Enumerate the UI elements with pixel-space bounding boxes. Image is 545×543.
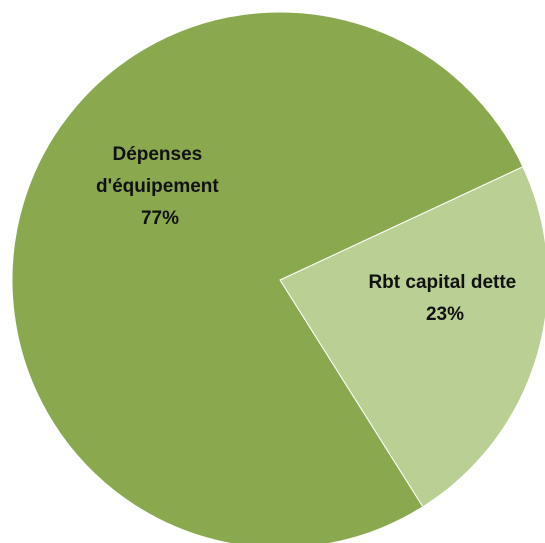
label-rbt: Rbt capital dette 23% [368,272,521,325]
label-depenses-line2: d'équipement [96,176,219,197]
pie-slice-depenses-equipement [11,11,524,543]
pie-slices [11,11,545,543]
label-rbt-percent: 23% [426,304,464,325]
label-depenses: Dépenses d'équipement 77% [96,144,224,229]
label-rbt-line1: Rbt capital dette [368,272,516,293]
label-depenses-percent: 77% [141,208,179,229]
pie-slice-rbt-capital-dette [279,166,545,508]
label-depenses-line1: Dépenses [112,144,202,165]
